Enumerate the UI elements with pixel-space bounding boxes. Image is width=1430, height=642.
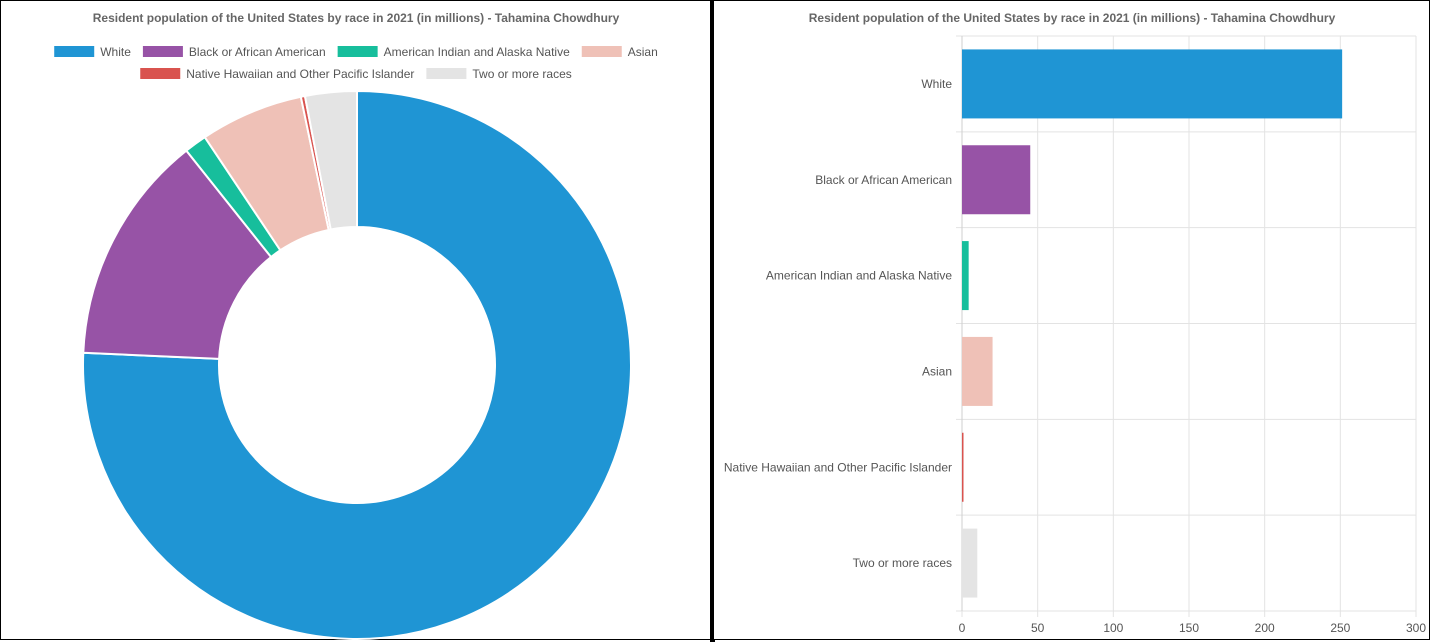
- legend-label-asian[interactable]: Asian: [628, 45, 658, 59]
- legend-swatch-white[interactable]: [54, 46, 95, 57]
- x-tick-label: 250: [1330, 621, 1350, 635]
- doughnut-slices: [82, 89, 632, 640]
- bar-asian[interactable]: [962, 336, 993, 406]
- legend-swatch-native-hawaiian-and-other-pacific-islander[interactable]: [140, 68, 181, 79]
- bar-chart-panel: Resident population of the United States…: [712, 0, 1430, 640]
- legend-label-black-or-african-american[interactable]: Black or African American: [189, 45, 326, 59]
- category-label-two-or-more-races: Two or more races: [853, 556, 952, 570]
- bar-chart-title: Resident population of the United States…: [809, 11, 1336, 25]
- doughnut-chart-title: Resident population of the United States…: [93, 11, 620, 25]
- doughnut-chart-panel: Resident population of the United States…: [0, 0, 712, 640]
- x-tick-label: 50: [1031, 621, 1045, 635]
- bar-chart: Resident population of the United States…: [724, 11, 1427, 635]
- x-tick-label: 300: [1406, 621, 1426, 635]
- doughnut-slice-white[interactable]: [82, 89, 632, 640]
- x-tick-label: 150: [1179, 621, 1199, 635]
- doughnut-legend: White Black or African American American I…: [54, 45, 658, 81]
- legend-swatch-two-or-more-races[interactable]: [426, 68, 467, 79]
- bar-black-or-african-american[interactable]: [962, 145, 1031, 215]
- category-label-asian: Asian: [922, 364, 952, 378]
- doughnut-chart: Resident population of the United States…: [54, 11, 658, 640]
- bar-native-hawaiian-and-other-pacific-islander[interactable]: [962, 432, 964, 502]
- legend-label-two-or-more-races[interactable]: Two or more races: [472, 67, 571, 81]
- bar-marks: [962, 49, 1343, 598]
- x-tick-label: 0: [959, 621, 966, 635]
- category-label-black-or-african-american: Black or African American: [815, 173, 952, 187]
- category-label-native-hawaiian-and-other-pacific-islander: Native Hawaiian and Other Pacific Island…: [724, 460, 952, 474]
- legend-swatch-american-indian-and-alaska-native[interactable]: [337, 46, 378, 57]
- legend-label-white[interactable]: White: [100, 45, 131, 59]
- legend-label-native-hawaiian-and-other-pacific-islander[interactable]: Native Hawaiian and Other Pacific Island…: [186, 67, 414, 81]
- category-label-american-indian-and-alaska-native: American Indian and Alaska Native: [766, 269, 952, 283]
- legend-swatch-asian[interactable]: [581, 46, 622, 57]
- category-label-white: White: [921, 77, 952, 91]
- x-tick-label: 200: [1255, 621, 1275, 635]
- bar-gridlines: [956, 35, 1417, 617]
- bar-white[interactable]: [962, 49, 1343, 119]
- bar-category-labels: White Black or African American American I…: [724, 77, 952, 570]
- legend-swatch-black-or-african-american[interactable]: [142, 46, 183, 57]
- bar-american-indian-and-alaska-native[interactable]: [962, 241, 969, 311]
- x-tick-label: 100: [1103, 621, 1123, 635]
- bar-two-or-more-races[interactable]: [962, 528, 978, 598]
- bar-tick-labels: 0 50 100 150 200 250 300: [959, 621, 1427, 635]
- doughnut-slice-two-or-more-races[interactable]: [303, 89, 358, 231]
- legend-label-american-indian-and-alaska-native[interactable]: American Indian and Alaska Native: [384, 45, 570, 59]
